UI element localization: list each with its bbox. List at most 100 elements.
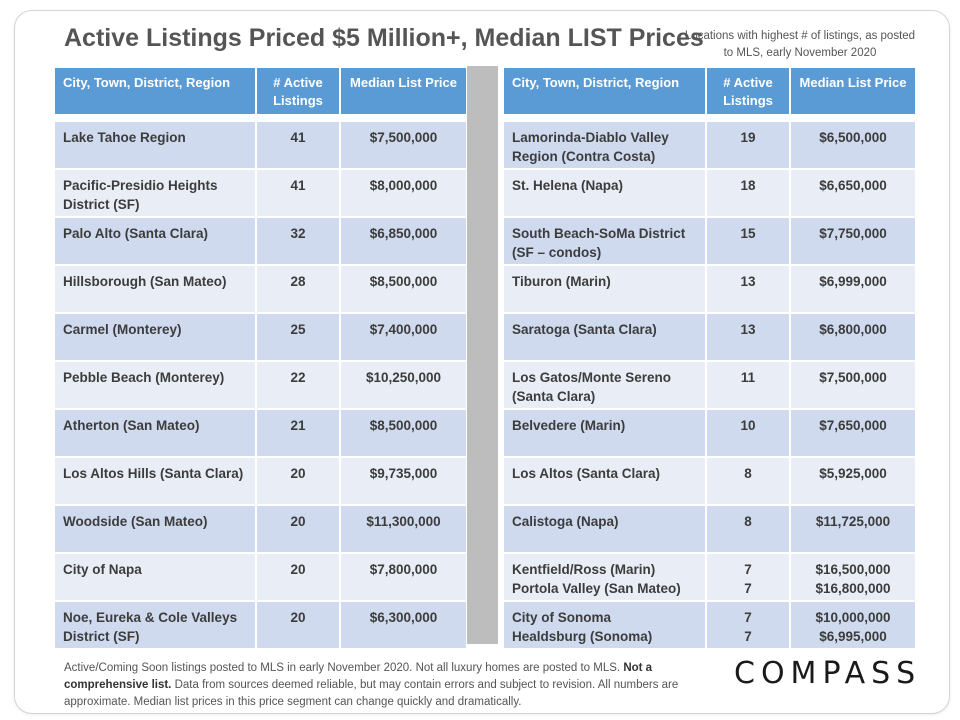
listings-cell: 41 xyxy=(257,122,339,168)
location-cell: Palo Alto (Santa Clara) xyxy=(55,218,255,264)
price-cell: $6,800,000 xyxy=(791,314,915,360)
location-cell: Woodside (San Mateo) xyxy=(55,506,255,552)
price-cell: $9,735,000 xyxy=(341,458,466,504)
location-cell: City of Napa xyxy=(55,554,255,600)
location-cell: Los Altos Hills (Santa Clara) xyxy=(55,458,255,504)
listings-cell: 32 xyxy=(257,218,339,264)
listings-cell: 8 xyxy=(707,506,789,552)
price-cell: $7,500,000 xyxy=(341,122,466,168)
price-cell: $6,300,000 xyxy=(341,602,466,648)
price-cell: $10,000,000 $6,995,000 xyxy=(791,602,915,648)
listings-cell: 19 xyxy=(707,122,789,168)
location-line: City of Sonoma xyxy=(512,610,612,625)
table-row: Lamorinda-Diablo Valley Region (Contra C… xyxy=(504,122,915,168)
location-cell: Los Gatos/Monte Sereno (Santa Clara) xyxy=(504,362,705,408)
table-row: Atherton (San Mateo) 21 $8,500,000 xyxy=(55,410,466,456)
header-location: City, Town, District, Region xyxy=(55,68,255,114)
location-cell: Tiburon (Marin) xyxy=(504,266,705,312)
location-cell: City of Sonoma Healdsburg (Sonoma) xyxy=(504,602,705,648)
table-row: City of Napa 20 $7,800,000 xyxy=(55,554,466,600)
price-cell: $8,500,000 xyxy=(341,410,466,456)
footer-disclaimer: Active/Coming Soon listings posted to ML… xyxy=(64,660,708,711)
location-cell: Lake Tahoe Region xyxy=(55,122,255,168)
location-line: Kentfield/Ross (Marin) xyxy=(512,562,656,577)
left-table: City, Town, District, Region # Active Li… xyxy=(53,66,468,650)
location-cell: Lamorinda-Diablo Valley Region (Contra C… xyxy=(504,122,705,168)
location-cell: Carmel (Monterey) xyxy=(55,314,255,360)
location-cell: South Beach-SoMa District (SF – condos) xyxy=(504,218,705,264)
price-cell: $8,500,000 xyxy=(341,266,466,312)
listings-cell: 13 xyxy=(707,266,789,312)
price-cell: $7,800,000 xyxy=(341,554,466,600)
footer-text-1: Active/Coming Soon listings posted to ML… xyxy=(64,662,621,674)
listings-cell: 15 xyxy=(707,218,789,264)
price-cell: $7,500,000 xyxy=(791,362,915,408)
compass-logo: COMPASS xyxy=(734,656,922,691)
table-row: Kentfield/Ross (Marin) Portola Valley (Sa… xyxy=(504,554,915,600)
table-row: Hillsborough (San Mateo) 28 $8,500,000 xyxy=(55,266,466,312)
listings-cell: 10 xyxy=(707,410,789,456)
listings-cell: 20 xyxy=(257,506,339,552)
location-cell: Atherton (San Mateo) xyxy=(55,410,255,456)
header-listings: # Active Listings xyxy=(707,68,789,114)
location-cell: Pebble Beach (Monterey) xyxy=(55,362,255,408)
listings-line: 7 xyxy=(744,629,752,644)
table-row: St. Helena (Napa) 18 $6,650,000 xyxy=(504,170,915,216)
location-cell: Pacific-Presidio Heights District (SF) xyxy=(55,170,255,216)
price-cell: $16,500,000 $16,800,000 xyxy=(791,554,915,600)
table-row: Calistoga (Napa) 8 $11,725,000 xyxy=(504,506,915,552)
location-cell: Hillsborough (San Mateo) xyxy=(55,266,255,312)
price-cell: $6,999,000 xyxy=(791,266,915,312)
table-row: Pacific-Presidio Heights District (SF) 4… xyxy=(55,170,466,216)
table-row: Los Altos (Santa Clara) 8 $5,925,000 xyxy=(504,458,915,504)
listings-line: 7 xyxy=(744,610,752,625)
listings-cell: 25 xyxy=(257,314,339,360)
header-price: Median List Price xyxy=(341,68,466,114)
header-price: Median List Price xyxy=(791,68,915,114)
price-cell: $7,400,000 xyxy=(341,314,466,360)
price-cell: $8,000,000 xyxy=(341,170,466,216)
table-row: Tiburon (Marin) 13 $6,999,000 xyxy=(504,266,915,312)
price-cell: $7,650,000 xyxy=(791,410,915,456)
price-cell: $5,925,000 xyxy=(791,458,915,504)
listings-cell: 13 xyxy=(707,314,789,360)
listings-cell: 8 xyxy=(707,458,789,504)
price-cell: $11,725,000 xyxy=(791,506,915,552)
location-cell: Calistoga (Napa) xyxy=(504,506,705,552)
table-row: Carmel (Monterey) 25 $7,400,000 xyxy=(55,314,466,360)
listings-cell: 21 xyxy=(257,410,339,456)
listings-line: 7 xyxy=(744,562,752,577)
header-location: City, Town, District, Region xyxy=(504,68,705,114)
price-cell: $11,300,000 xyxy=(341,506,466,552)
table-row: Los Gatos/Monte Sereno (Santa Clara) 11 … xyxy=(504,362,915,408)
table-row: South Beach-SoMa District (SF – condos) … xyxy=(504,218,915,264)
price-cell: $6,500,000 xyxy=(791,122,915,168)
listings-cell: 18 xyxy=(707,170,789,216)
footer-text-2: Data from sources deemed reliable, but m… xyxy=(64,679,679,708)
table-row: Noe, Eureka & Cole Valleys District (SF)… xyxy=(55,602,466,648)
location-line: Portola Valley (San Mateo) xyxy=(512,581,681,596)
table-row: Los Altos Hills (Santa Clara) 20 $9,735,… xyxy=(55,458,466,504)
price-line: $10,000,000 xyxy=(815,610,891,625)
slide-frame xyxy=(14,10,950,714)
price-cell: $10,250,000 xyxy=(341,362,466,408)
listings-cell: 20 xyxy=(257,458,339,504)
table-row: Lake Tahoe Region 41 $7,500,000 xyxy=(55,122,466,168)
table-row: Belvedere (Marin) 10 $7,650,000 xyxy=(504,410,915,456)
location-cell: St. Helena (Napa) xyxy=(504,170,705,216)
location-cell: Noe, Eureka & Cole Valleys District (SF) xyxy=(55,602,255,648)
footer-bold: Not a comprehensive list. xyxy=(64,662,653,691)
price-line: $6,995,000 xyxy=(819,629,887,644)
listings-cell: 22 xyxy=(257,362,339,408)
header-listings: # Active Listings xyxy=(257,68,339,114)
location-cell: Los Altos (Santa Clara) xyxy=(504,458,705,504)
location-line: Healdsburg (Sonoma) xyxy=(512,629,653,644)
location-cell: Kentfield/Ross (Marin) Portola Valley (Sa… xyxy=(504,554,705,600)
table-row: Palo Alto (Santa Clara) 32 $6,850,000 xyxy=(55,218,466,264)
listings-cell: 11 xyxy=(707,362,789,408)
listings-cell: 20 xyxy=(257,602,339,648)
listings-cell: 41 xyxy=(257,170,339,216)
right-table: City, Town, District, Region # Active Li… xyxy=(502,66,917,650)
